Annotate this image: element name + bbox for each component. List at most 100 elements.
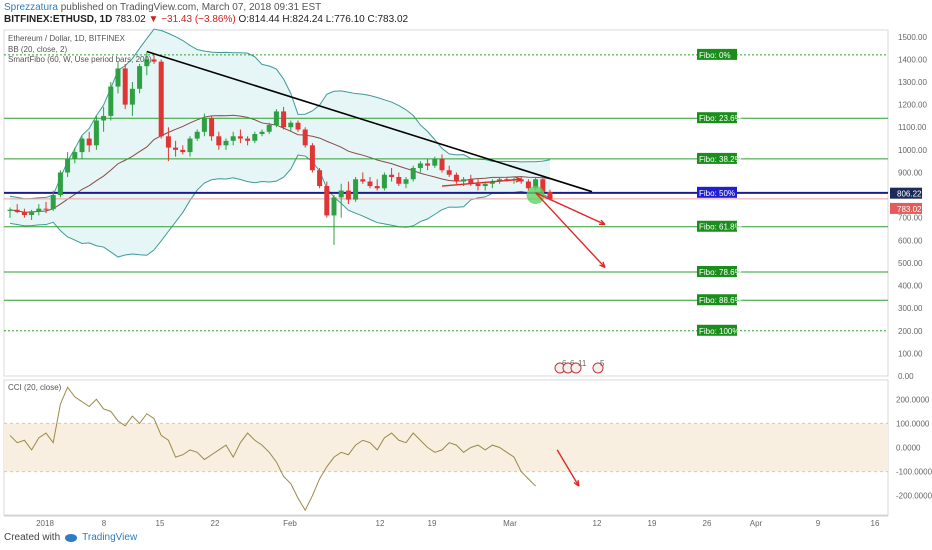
candle-body: [201, 118, 207, 132]
candle-body: [29, 211, 35, 215]
candle-body: [216, 136, 222, 146]
candle-body: [14, 209, 20, 213]
candle-body: [410, 167, 416, 180]
candle: [180, 145, 186, 155]
candle: [367, 176, 373, 189]
candle: [137, 63, 143, 94]
candle-body: [50, 195, 56, 210]
candle-body: [158, 61, 164, 137]
candle-body: [345, 190, 351, 200]
symbol-line: BITFINEX:ETHUSD, 1D 783.02 ▼ −31.43 (−3.…: [4, 14, 408, 26]
candle: [245, 136, 251, 146]
candle: [36, 204, 42, 216]
candle-body: [302, 129, 308, 146]
candle-body: [137, 66, 143, 89]
candle: [158, 59, 164, 139]
candle: [72, 147, 78, 164]
candle-body: [518, 179, 524, 182]
candle-body: [453, 174, 459, 182]
cci-axis-tick: -200.0000: [896, 492, 932, 501]
candle: [439, 154, 445, 173]
candle-body: [497, 179, 503, 182]
candle-body: [468, 179, 474, 184]
fibo-label: Fibo: 23.6%: [699, 114, 742, 123]
fibo-label: Fibo: 78.6%: [699, 268, 742, 277]
candle: [309, 143, 315, 173]
candle: [432, 156, 438, 168]
time-axis-tick: 16: [871, 519, 880, 528]
price-axis-tick: 400.00: [898, 282, 923, 291]
candle-body: [482, 183, 488, 187]
candle: [425, 158, 431, 171]
candle: [360, 172, 366, 184]
cci-band: [4, 423, 888, 472]
candle-body: [65, 158, 71, 173]
tradingview-link[interactable]: TradingView: [82, 532, 138, 543]
candle-body: [367, 181, 373, 187]
arrow-target-1-head: [598, 219, 606, 226]
price-axis-tick: 600.00: [898, 236, 923, 245]
candle-body: [72, 152, 78, 159]
candle: [115, 61, 121, 94]
candle-body: [101, 115, 107, 121]
indicator-label: BB (20, close, 2): [8, 45, 67, 54]
event-count: 11: [578, 359, 587, 368]
last-price: 783.02: [115, 14, 146, 25]
candle: [353, 176, 359, 202]
candle-body: [252, 134, 258, 141]
time-axis-tick: 8: [102, 519, 107, 528]
candle-body: [36, 208, 42, 212]
price-axis-tick: 1100.00: [898, 123, 927, 132]
indicator-label: SmartFibo (60, W, Use period bars, 200): [8, 55, 152, 64]
candle: [259, 129, 265, 137]
candle: [417, 161, 423, 173]
candle: [338, 183, 344, 218]
candle-body: [281, 111, 287, 128]
candle: [50, 190, 56, 211]
price-axis-tick: 500.00: [898, 259, 923, 268]
candle-body: [79, 138, 85, 153]
close-badge: 783.02: [897, 205, 922, 214]
tradingview-logo-icon: [65, 533, 78, 542]
candle: [252, 131, 258, 144]
candle: [324, 181, 330, 218]
fibo-label-box: [697, 152, 737, 164]
candle: [525, 179, 531, 191]
candle: [79, 136, 85, 159]
fibo-label: Fibo: 38.2%: [699, 155, 742, 164]
candle-body: [144, 59, 150, 67]
candle: [187, 136, 193, 157]
author-link[interactable]: Sprezzatura: [4, 2, 58, 13]
candle-body: [165, 136, 171, 148]
candle: [331, 195, 337, 245]
candle: [209, 115, 215, 141]
publish-line: Sprezzatura published on TradingView.com…: [4, 2, 408, 14]
candle: [453, 172, 459, 184]
time-axis-tick: Feb: [283, 519, 297, 528]
candle-body: [389, 174, 395, 177]
ohlc-low: L:776.10: [325, 14, 365, 25]
ohlc-close: C:783.02: [367, 14, 409, 25]
candle-body: [461, 179, 467, 182]
cci-arrow-head: [573, 480, 580, 487]
candle-body: [525, 181, 531, 189]
candle-body: [7, 209, 13, 211]
candle-body: [187, 138, 193, 153]
bollinger-upper: [9, 28, 551, 200]
candle-body: [324, 186, 330, 216]
time-axis-tick: 12: [593, 519, 602, 528]
chart-title: Ethereum / Dollar, 1D, BITFINEX: [8, 34, 126, 43]
candle: [7, 207, 13, 218]
candle: [129, 82, 135, 116]
candle: [216, 131, 222, 150]
breakout-circle: [526, 186, 545, 205]
candle-body: [237, 136, 243, 139]
cci-title: CCI (20, close): [8, 383, 62, 392]
candle: [518, 176, 524, 184]
fibo-label-box: [697, 186, 737, 198]
price-axis-tick: 700.00: [898, 214, 923, 223]
candle: [237, 129, 243, 144]
price-axis-tick: 300.00: [898, 304, 923, 313]
fibo-label: Fibo: 0%: [699, 51, 731, 60]
